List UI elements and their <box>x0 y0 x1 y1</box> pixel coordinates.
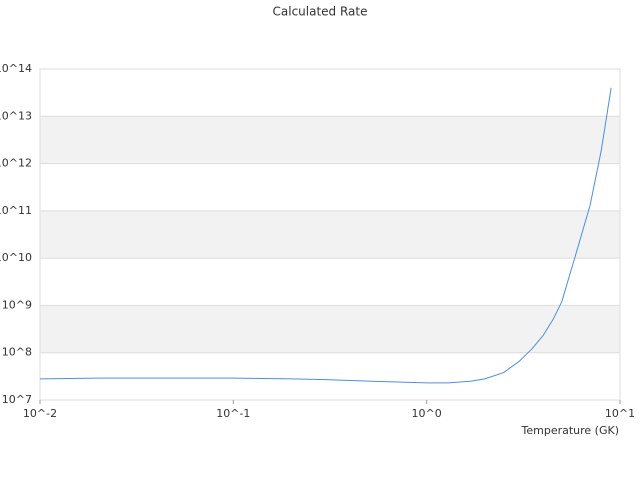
grid-band <box>40 305 620 353</box>
grid-band <box>40 116 620 164</box>
x-axis-label: Temperature (GK) <box>521 424 620 437</box>
y-tick-label: 10^12 <box>0 157 32 170</box>
chart-title: Calculated Rate <box>273 5 368 19</box>
y-tick-label: 10^14 <box>0 62 32 75</box>
x-tick-label: 10^1 <box>605 407 635 420</box>
y-tick-label: 10^10 <box>0 251 32 264</box>
grid-band <box>40 210 620 259</box>
y-tick-label: 10^8 <box>2 346 32 359</box>
data-line <box>39 87 612 384</box>
y-tick-label: 10^11 <box>0 204 32 217</box>
y-tick-label: 10^13 <box>0 109 32 122</box>
y-tick-label: 10^7 <box>2 393 32 406</box>
x-tick-label: 10^0 <box>412 407 442 420</box>
x-tick-label: 10^-2 <box>23 407 57 420</box>
y-tick-label: 10^9 <box>2 298 32 311</box>
x-tick-label: 10^-1 <box>216 407 250 420</box>
